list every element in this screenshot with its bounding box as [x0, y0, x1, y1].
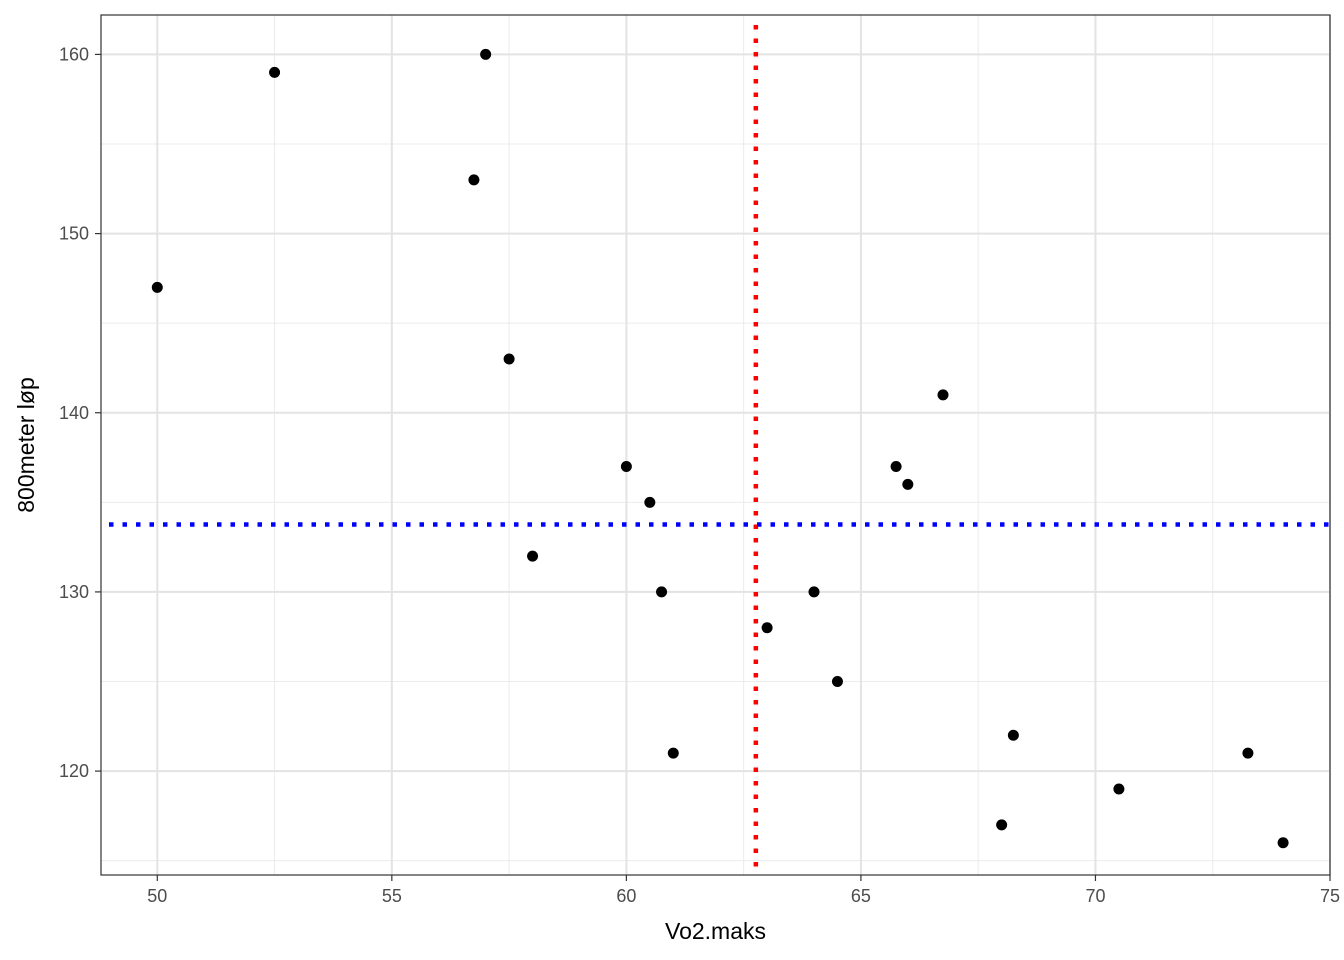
reference-lines	[109, 25, 1330, 875]
minor-gridlines	[101, 15, 1330, 875]
data-point	[1277, 837, 1289, 849]
plot-panel-border	[100, 14, 1331, 876]
data-point	[1242, 747, 1254, 759]
x-tick-label: 70	[1085, 886, 1105, 906]
x-tick-label: 55	[382, 886, 402, 906]
data-point	[527, 550, 539, 562]
data-point	[890, 461, 902, 472]
x-tick-label: 75	[1320, 886, 1340, 906]
data-point	[644, 496, 656, 508]
data-point	[902, 478, 914, 490]
x-axis-ticks: 50 55 60 65 70 75	[147, 875, 1340, 906]
data-point	[937, 389, 949, 401]
data-point	[667, 747, 679, 759]
y-tick-label: 120	[59, 761, 89, 781]
x-tick-label: 60	[616, 886, 636, 906]
y-tick-label: 140	[59, 403, 89, 423]
major-gridlines	[101, 15, 1331, 875]
y-axis-ticks: 120 130 140 150 160	[59, 44, 101, 781]
data-point	[808, 586, 820, 598]
data-points	[151, 48, 1289, 849]
data-point	[656, 586, 668, 598]
x-tick-label: 50	[147, 886, 167, 906]
data-point	[761, 622, 773, 634]
data-point	[503, 353, 515, 365]
data-point	[831, 676, 843, 687]
y-tick-label: 160	[59, 44, 89, 64]
y-tick-label: 150	[59, 224, 89, 244]
data-point	[151, 281, 163, 293]
x-tick-label: 65	[851, 886, 871, 906]
data-point	[1007, 729, 1019, 741]
data-point	[480, 48, 492, 60]
data-point	[996, 819, 1008, 831]
data-point	[620, 461, 632, 472]
data-point	[269, 66, 281, 78]
data-point	[468, 174, 480, 186]
y-axis-title: 800meter løp	[13, 377, 39, 513]
data-point	[1113, 783, 1125, 795]
y-tick-label: 130	[59, 582, 89, 602]
x-axis-title: Vo2.maks	[665, 918, 766, 944]
